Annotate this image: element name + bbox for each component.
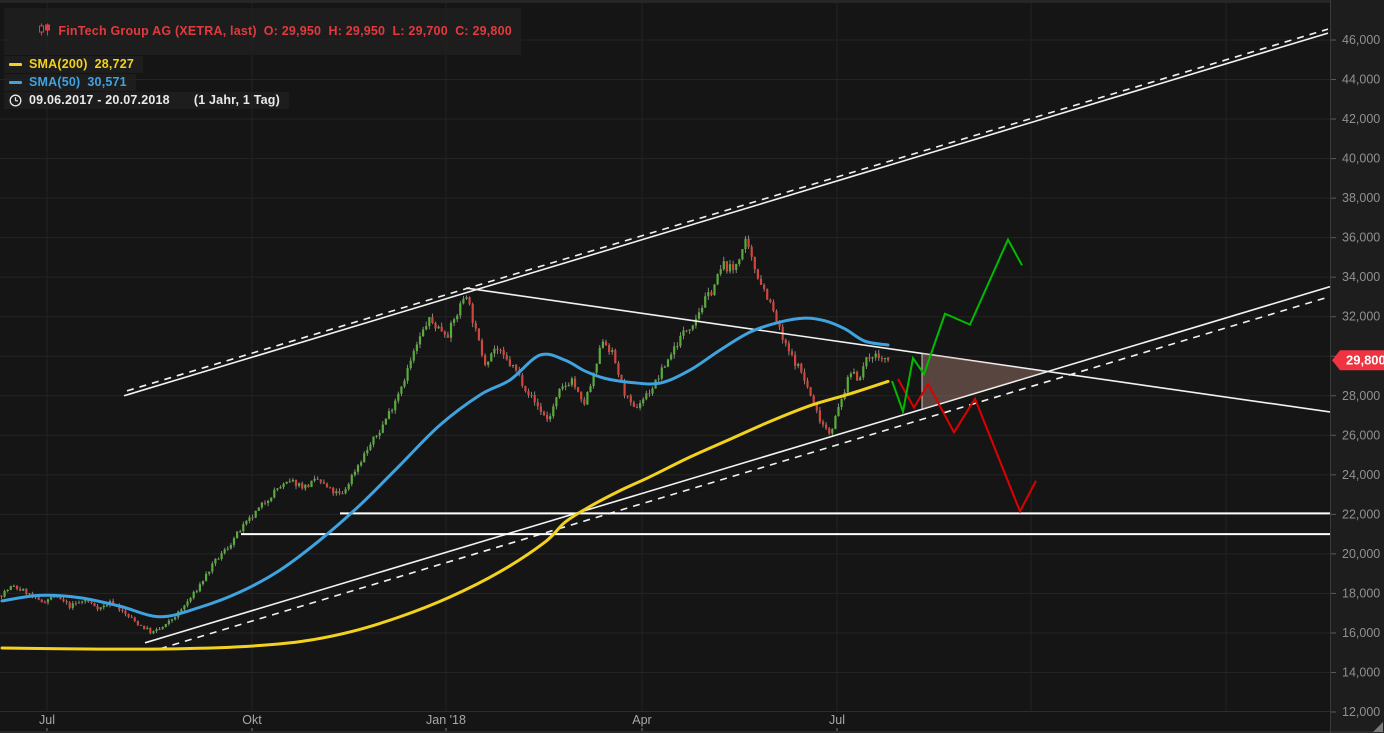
instrument-ohlc: O: 29,950 H: 29,950 L: 29,700 C: 29,800 xyxy=(263,24,512,38)
moving-averages[interactable] xyxy=(0,316,890,651)
y-tick-label: 38,000 xyxy=(1342,191,1380,205)
sma200-label: SMA(200) xyxy=(29,57,88,71)
legend-sma200-row[interactable]: SMA(200) 28,727 xyxy=(4,56,143,73)
y-tick-label: 46,000 xyxy=(1342,33,1380,47)
sma200-line[interactable] xyxy=(0,379,890,651)
upper-channel-dashed[interactable] xyxy=(126,28,1329,392)
y-tick-label: 16,000 xyxy=(1342,626,1380,640)
date-period: (1 Jahr, 1 Tag) xyxy=(193,93,280,107)
x-tick-label: Apr xyxy=(632,713,651,727)
y-tick-label: 14,000 xyxy=(1342,665,1380,679)
sma200-swatch-icon xyxy=(9,62,22,66)
support-channel-dashed[interactable] xyxy=(159,295,1330,650)
trendline-annotations[interactable] xyxy=(123,28,1330,650)
y-tick-label: 32,000 xyxy=(1342,310,1380,324)
y-tick-label: 28,000 xyxy=(1342,389,1380,403)
x-tick-label: Jul xyxy=(39,713,55,727)
last-price-label: 29,800 xyxy=(1346,353,1384,368)
bearish-projection-line[interactable] xyxy=(897,378,1037,514)
triangle-fill[interactable] xyxy=(922,353,1045,410)
support-channel-solid[interactable] xyxy=(144,285,1330,644)
y-tick-label: 24,000 xyxy=(1342,468,1380,482)
legend-instrument-row[interactable]: FinTech Group AG (XETRA, last) O: 29,950… xyxy=(4,8,521,55)
candlestick-icon xyxy=(9,9,51,53)
sma50-line[interactable] xyxy=(0,316,890,619)
date-range: 09.06.2017 - 20.07.2018 xyxy=(29,93,170,107)
y-tick-label: 42,000 xyxy=(1342,112,1380,126)
y-tick-label: 22,000 xyxy=(1342,507,1380,521)
y-tick-label: 20,000 xyxy=(1342,547,1380,561)
plot-area[interactable] xyxy=(0,28,1330,651)
gridlines xyxy=(0,3,1330,711)
y-tick-label: 26,000 xyxy=(1342,428,1380,442)
sma50-label: SMA(50) xyxy=(29,75,81,89)
y-tick-label: 34,000 xyxy=(1342,270,1380,284)
bullish-projection-line[interactable] xyxy=(891,237,1023,416)
y-tick-label: 12,000 xyxy=(1342,705,1380,719)
legend-sma50-row[interactable]: SMA(50) 30,571 xyxy=(4,74,136,91)
y-tick-label: 40,000 xyxy=(1342,152,1380,166)
sma200-value: 28,727 xyxy=(94,57,134,71)
candlestick-series xyxy=(0,235,890,635)
clock-icon xyxy=(9,94,22,107)
chart-legend: FinTech Group AG (XETRA, last) O: 29,950… xyxy=(4,8,521,110)
sma50-value: 30,571 xyxy=(87,75,127,89)
x-axis[interactable]: Jul Okt Jan '18 Apr Jul xyxy=(0,711,1384,733)
triangle-pattern[interactable] xyxy=(891,237,1045,514)
y-tick-label: 18,000 xyxy=(1342,586,1380,600)
x-tick-label: Jul xyxy=(829,713,845,727)
resize-handle-icon[interactable] xyxy=(1373,722,1383,732)
legend-daterange-row: 09.06.2017 - 20.07.2018 (1 Jahr, 1 Tag) xyxy=(4,92,289,109)
y-tick-label: 36,000 xyxy=(1342,231,1380,245)
x-tick-label: Jan '18 xyxy=(426,713,466,727)
sma50-swatch-icon xyxy=(9,80,22,84)
instrument-title: FinTech Group AG (XETRA, last) xyxy=(58,24,257,38)
descending-resistance[interactable] xyxy=(465,287,1330,413)
last-price-tag: 29,800 xyxy=(1332,350,1384,371)
x-tick-label: Okt xyxy=(242,713,262,727)
y-tick-label: 44,000 xyxy=(1342,73,1380,87)
upper-channel-solid[interactable] xyxy=(123,32,1329,397)
